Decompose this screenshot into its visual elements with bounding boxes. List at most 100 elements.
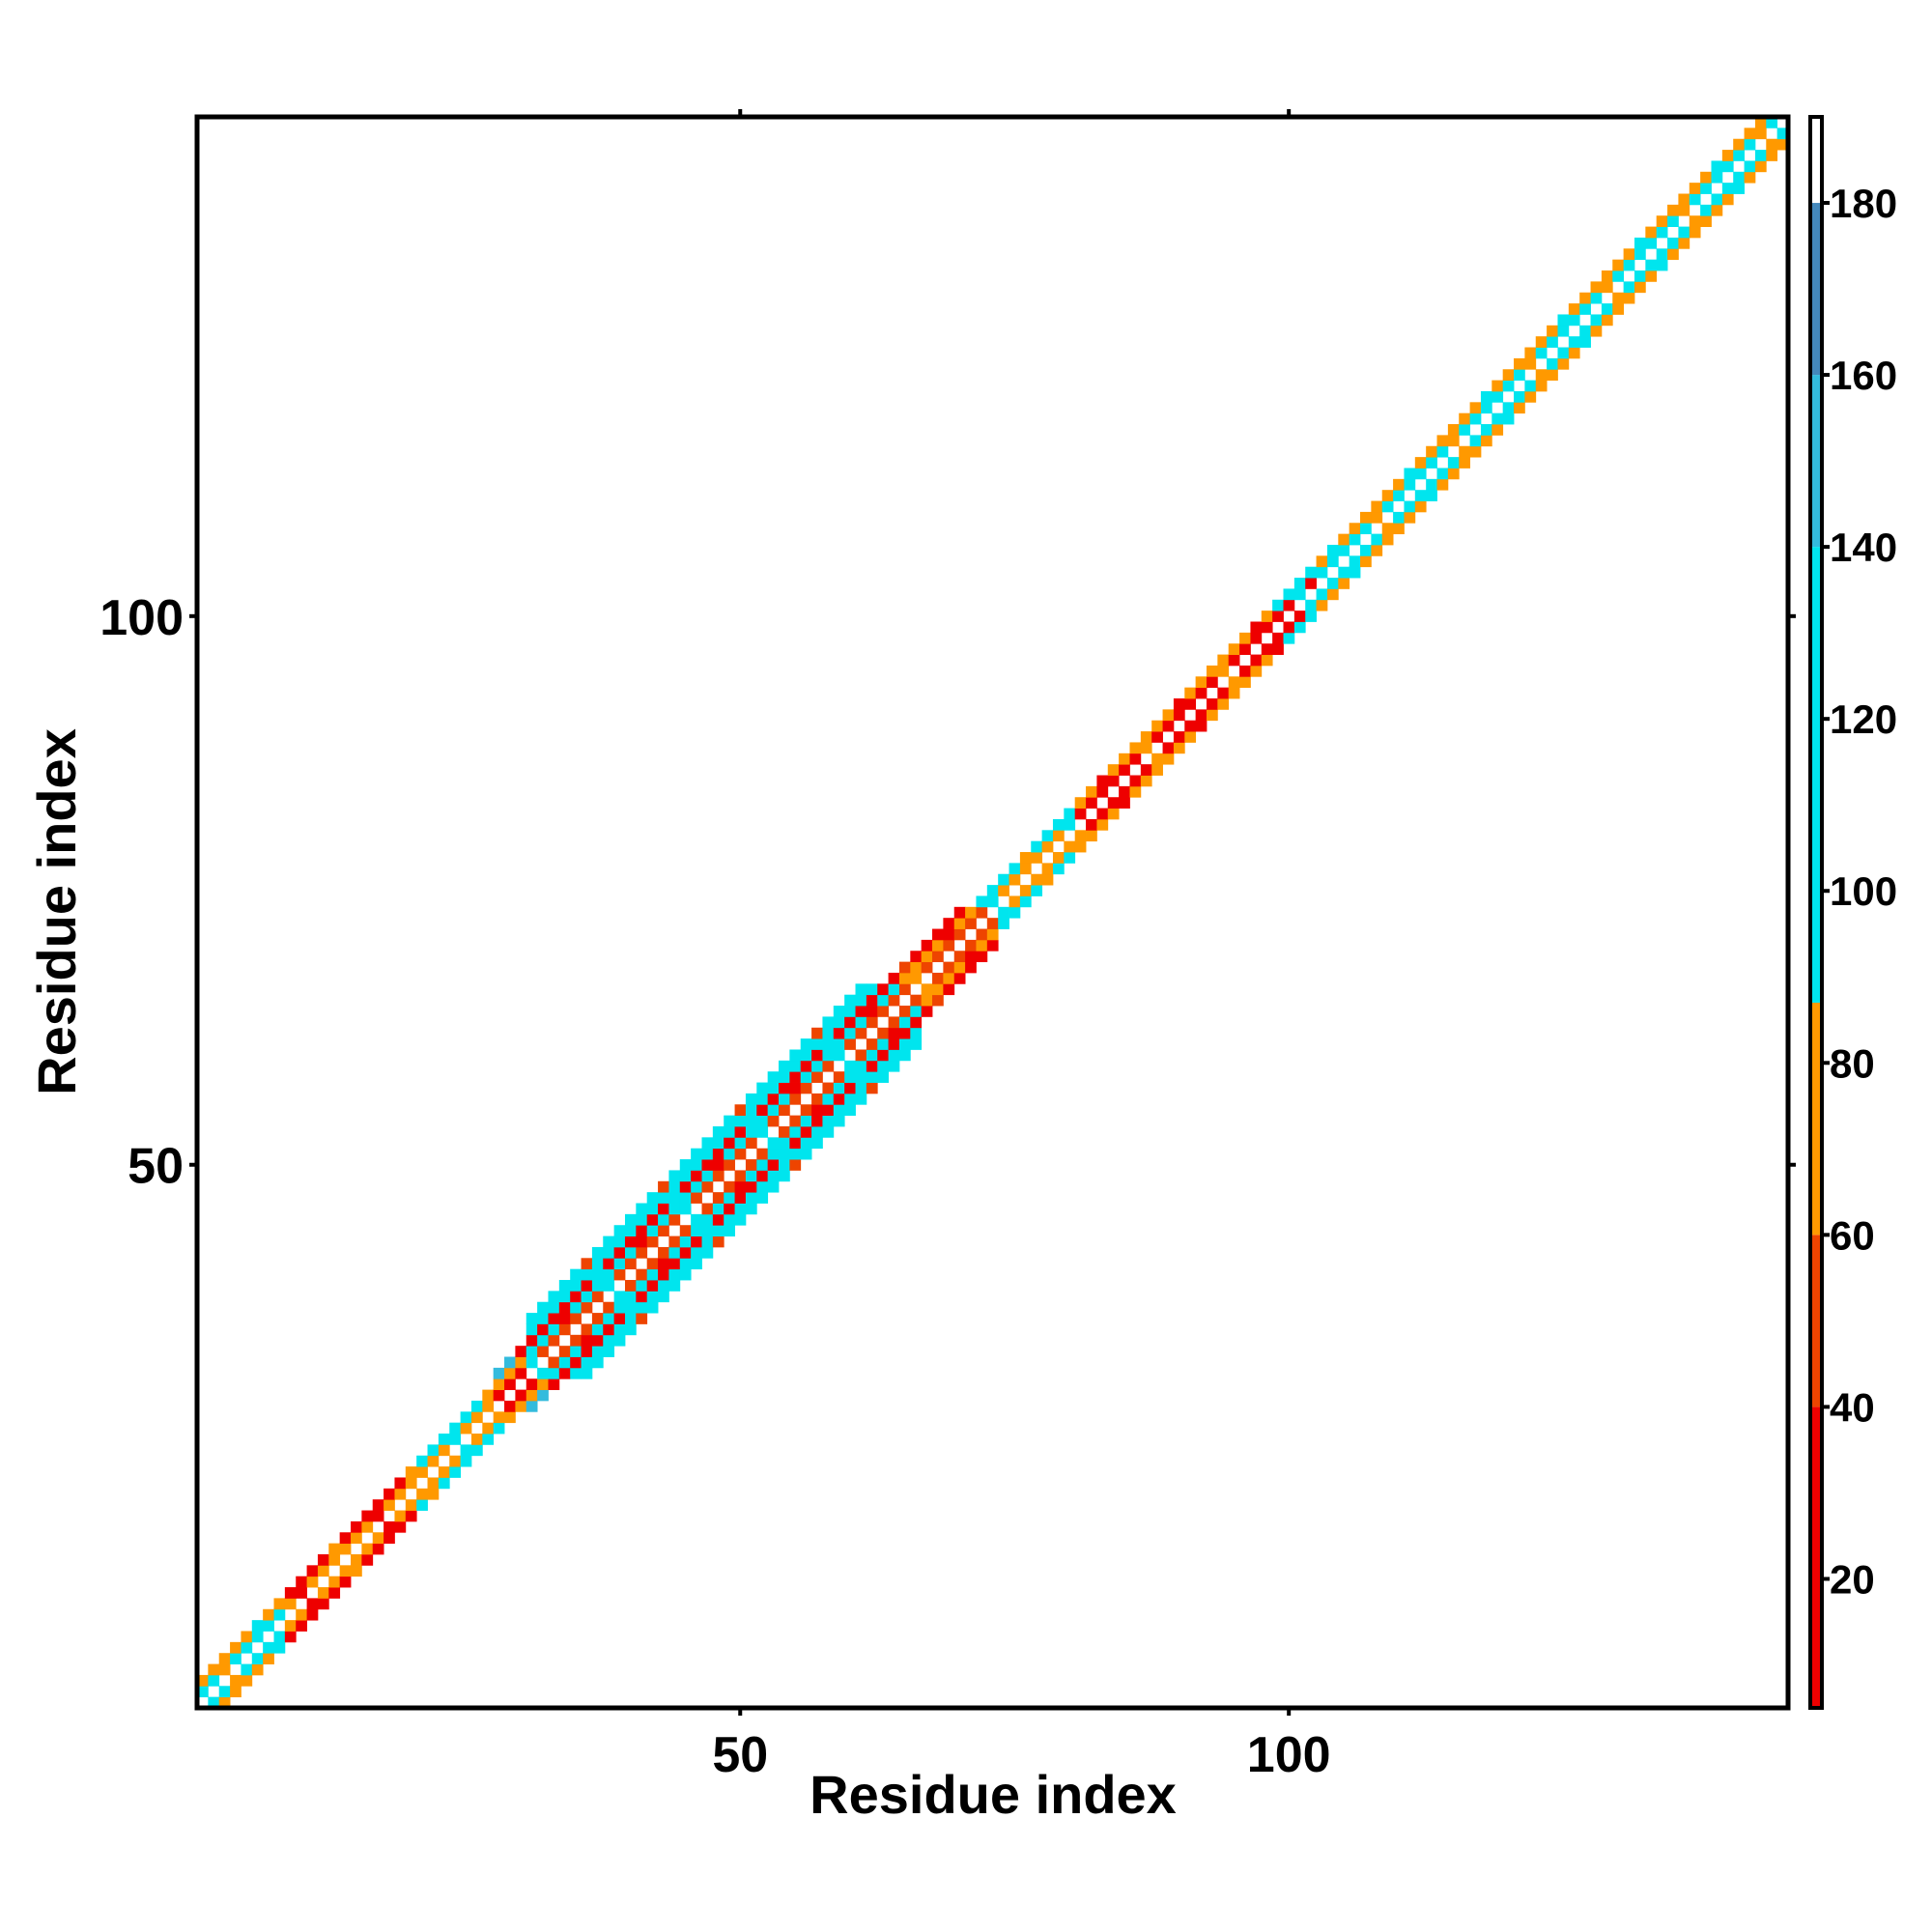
heatmap-cell (1031, 840, 1043, 853)
heatmap-cell (844, 1027, 856, 1039)
heatmap-cell (1469, 412, 1482, 425)
heatmap-cell (712, 1148, 724, 1160)
heatmap-cell (877, 1060, 889, 1072)
heatmap-cell (822, 1093, 835, 1105)
heatmap-cell (284, 1631, 297, 1643)
heatmap-cell (986, 939, 999, 952)
heatmap-cell (1009, 863, 1021, 875)
heatmap-cell (844, 1093, 856, 1105)
heatmap-cell (1612, 270, 1625, 282)
heatmap-cell (1744, 138, 1756, 151)
heatmap-cell (230, 1686, 242, 1698)
heatmap-cell (1656, 259, 1668, 271)
heatmap-cell (811, 1093, 823, 1105)
heatmap-cell (646, 1291, 659, 1303)
heatmap-cell (581, 1323, 593, 1336)
heatmap-cell (273, 1608, 286, 1621)
heatmap-cell (691, 1236, 702, 1248)
heatmap-cell (910, 1006, 923, 1017)
heatmap-cell (822, 1104, 835, 1117)
heatmap-cell (558, 1346, 571, 1357)
heatmap-cell (558, 1367, 571, 1379)
heatmap-cell (1766, 138, 1778, 151)
heatmap-cell (1086, 818, 1097, 831)
heatmap-cell (1678, 204, 1690, 216)
heatmap-cell (668, 1192, 681, 1204)
heatmap-cell (953, 918, 966, 929)
heatmap-cell (1502, 412, 1515, 425)
heatmap-cell (779, 1071, 790, 1083)
heatmap-cell (591, 1323, 604, 1336)
heatmap-cell (1689, 183, 1701, 194)
heatmap-cell (1612, 259, 1625, 271)
heatmap-cell (1645, 270, 1658, 282)
heatmap-cell (1557, 325, 1570, 337)
heatmap-cell (581, 1346, 593, 1357)
heatmap-cell (921, 994, 933, 1007)
heatmap-cell (1492, 424, 1504, 436)
heatmap-cell (1557, 314, 1570, 327)
heatmap-cell (1129, 753, 1142, 765)
heatmap-cell (789, 1137, 802, 1150)
heatmap-cell (1404, 500, 1416, 513)
heatmap-cell (515, 1367, 527, 1379)
heatmap-cell (1283, 588, 1295, 601)
heatmap-cell (1195, 709, 1208, 722)
heatmap-cell (822, 1049, 835, 1062)
heatmap-cell (734, 1170, 747, 1182)
heatmap-cell (668, 1203, 681, 1215)
heatmap-cell (296, 1576, 307, 1588)
heatmap-cell (724, 1192, 735, 1204)
heatmap-cell (1107, 764, 1120, 776)
heatmap-cell (405, 1499, 417, 1511)
heatmap-cell (1754, 128, 1767, 140)
heatmap-cell (624, 1258, 637, 1270)
heatmap-cell (251, 1620, 264, 1632)
colorbar-tick-label: 100 (1830, 868, 1897, 914)
heatmap-cell (844, 1104, 856, 1117)
heatmap-cell (624, 1301, 637, 1314)
heatmap-cell (438, 1466, 450, 1478)
heatmap-cell (976, 939, 988, 952)
heatmap-cell (263, 1620, 274, 1632)
heatmap-cell (526, 1313, 538, 1324)
heatmap-cell (1700, 215, 1712, 227)
y-axis-label: Residue index (26, 728, 87, 1095)
heatmap-cell (724, 1203, 735, 1215)
heatmap-cell (1393, 523, 1405, 535)
heatmap-cell (515, 1356, 527, 1369)
heatmap-cell (701, 1137, 714, 1150)
heatmap-cell (998, 885, 1009, 896)
heatmap-cell (624, 1246, 637, 1259)
heatmap-cell (208, 1674, 220, 1687)
heatmap-cell (1711, 193, 1723, 206)
heatmap-cell (910, 1016, 923, 1029)
heatmap-cell (855, 1006, 867, 1017)
heatmap-cell (1480, 424, 1492, 436)
heatmap-cell (1514, 390, 1525, 403)
heatmap-cell (1393, 511, 1405, 524)
heatmap-cell (603, 1280, 615, 1292)
heatmap-cell (646, 1236, 659, 1248)
heatmap-cell (230, 1674, 242, 1687)
heatmap-cell (591, 1258, 604, 1270)
heatmap-cell (427, 1477, 440, 1490)
heatmap-cell (1283, 632, 1295, 644)
heatmap-cell (679, 1258, 692, 1270)
heatmap-cell (1019, 863, 1032, 875)
heatmap-cell (1086, 785, 1097, 798)
heatmap-cell (724, 1148, 735, 1160)
heatmap-cell (866, 1082, 878, 1094)
heatmap-cell (1250, 665, 1263, 677)
heatmap-cell (1119, 785, 1130, 798)
heatmap-cell (1031, 873, 1043, 886)
heatmap-cell (361, 1543, 374, 1555)
heatmap-cell (1371, 500, 1383, 513)
heatmap-cell (1623, 259, 1635, 271)
heatmap-cell (636, 1280, 648, 1292)
heatmap-cell (1162, 720, 1175, 732)
heatmap-cell (1338, 544, 1350, 556)
heatmap-cell (1217, 665, 1230, 677)
heatmap-cell (636, 1301, 648, 1314)
heatmap-cell (658, 1213, 669, 1226)
